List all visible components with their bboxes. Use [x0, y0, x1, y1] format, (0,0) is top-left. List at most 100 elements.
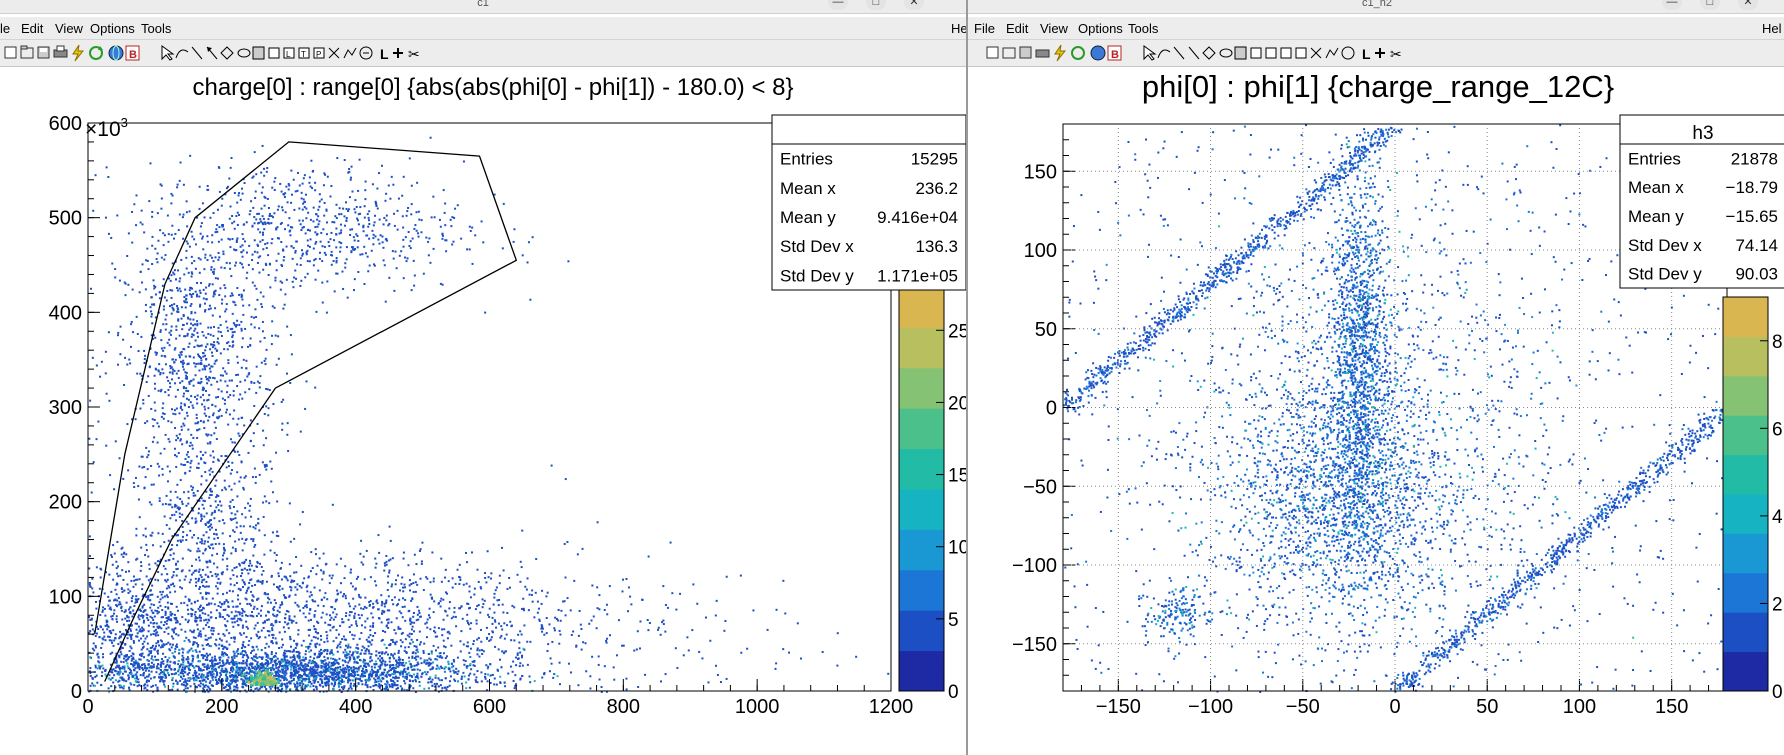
bin — [152, 618, 155, 621]
bin — [243, 562, 246, 565]
bin — [88, 535, 91, 538]
graph-icon[interactable] — [343, 47, 357, 59]
arc-icon[interactable] — [175, 49, 189, 59]
bin — [157, 369, 160, 372]
menu-options[interactable]: Options — [90, 21, 135, 36]
pavestext-icon[interactable]: P — [313, 47, 325, 59]
bin — [168, 656, 171, 659]
menu-tools[interactable]: Tools — [141, 21, 172, 36]
bin — [409, 663, 412, 666]
bin — [235, 664, 238, 667]
bin — [278, 666, 281, 669]
bin — [331, 671, 334, 674]
bin — [284, 678, 287, 681]
canvas-area[interactable]: charge[0] : range[0] {abs(abs(phi[0] - p… — [0, 67, 966, 755]
cut-icon[interactable] — [359, 46, 373, 60]
scissors-icon[interactable]: ✂ — [408, 46, 420, 62]
bin — [225, 688, 228, 691]
bin — [123, 281, 126, 284]
arrow-icon[interactable] — [206, 46, 218, 60]
bin — [199, 258, 202, 261]
bin — [247, 263, 250, 266]
bin — [285, 672, 288, 675]
bin — [216, 341, 219, 344]
bin — [441, 237, 444, 240]
inspect-icon[interactable] — [108, 45, 124, 61]
menu-edit[interactable]: Edit — [21, 21, 44, 36]
bin — [231, 327, 234, 330]
bin — [201, 202, 204, 205]
minimize-button[interactable]: — — [828, 0, 848, 10]
save-icon[interactable] — [37, 46, 50, 59]
latex-icon[interactable]: L — [380, 46, 389, 62]
bin — [319, 240, 322, 243]
bin — [211, 283, 214, 286]
menu-view[interactable]: View — [55, 21, 83, 36]
bin — [211, 662, 214, 665]
bin — [138, 630, 141, 633]
bin — [143, 684, 146, 687]
bin — [294, 269, 297, 272]
bin — [171, 224, 174, 227]
bin — [418, 680, 421, 683]
bin — [354, 247, 357, 250]
bin — [228, 671, 231, 674]
bin — [318, 643, 321, 646]
bin — [182, 663, 185, 666]
zoom-icon[interactable] — [393, 48, 403, 58]
bin — [373, 221, 376, 224]
bin — [310, 682, 313, 685]
bin — [237, 674, 240, 677]
interrupt-icon[interactable] — [72, 44, 85, 62]
bin — [221, 679, 224, 682]
bin — [271, 216, 274, 219]
ellipse-icon[interactable] — [237, 48, 251, 58]
bin — [162, 660, 165, 663]
bin — [168, 305, 171, 308]
marker-icon[interactable] — [328, 47, 340, 59]
bin — [242, 249, 245, 252]
bin — [151, 611, 154, 614]
diamond-icon[interactable] — [220, 46, 234, 60]
bin — [427, 687, 430, 690]
line-icon[interactable] — [191, 46, 203, 60]
bin — [203, 399, 206, 402]
pad-icon[interactable] — [252, 46, 265, 60]
bin — [415, 229, 418, 232]
bin — [102, 638, 105, 641]
maximize-button[interactable]: □ — [866, 0, 886, 10]
bin — [241, 244, 244, 247]
pavetext-icon[interactable]: T — [298, 47, 310, 59]
bin — [322, 660, 325, 663]
bin — [277, 252, 280, 255]
close-button[interactable]: ✕ — [904, 0, 924, 10]
bin — [531, 236, 534, 239]
bin — [211, 354, 214, 357]
new-canvas-icon[interactable] — [4, 46, 17, 59]
pointer-icon[interactable] — [161, 45, 175, 61]
bin — [217, 504, 220, 507]
bin — [281, 687, 284, 690]
menu-file[interactable]: le — [0, 21, 11, 36]
bin — [336, 671, 339, 674]
bin — [115, 583, 118, 586]
bin — [125, 659, 128, 662]
bin — [215, 438, 218, 441]
refresh-icon[interactable] — [89, 46, 103, 60]
bin — [190, 573, 193, 576]
bin — [145, 681, 148, 684]
bin — [185, 538, 188, 541]
print-icon[interactable] — [53, 45, 68, 58]
window-titlebar[interactable]: c1 — □ ✕ — [0, 0, 966, 14]
open-file-icon[interactable] — [20, 45, 34, 59]
pavelabel-icon[interactable]: L — [283, 47, 295, 59]
pave-icon[interactable] — [268, 47, 280, 59]
bin — [136, 622, 139, 625]
bin — [243, 632, 246, 635]
menu-help[interactable]: He — [951, 21, 966, 36]
bin — [463, 675, 466, 678]
bin — [386, 686, 389, 689]
bin — [292, 677, 295, 680]
bin — [415, 211, 418, 214]
browser-icon[interactable]: B — [125, 45, 140, 61]
